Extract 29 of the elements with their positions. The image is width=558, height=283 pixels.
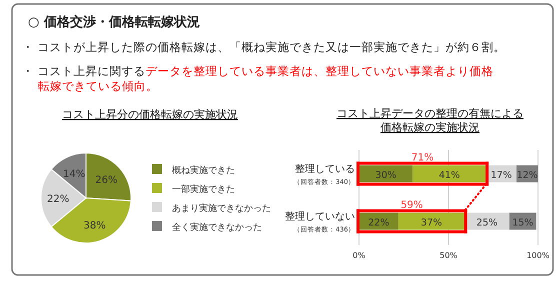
data-label: 38% — [84, 220, 106, 232]
data-label: 25% — [476, 217, 498, 228]
x-tick-label: 100% — [526, 251, 550, 260]
data-label: 26% — [95, 174, 118, 186]
legend-label: 全く実施できなかった — [172, 222, 262, 233]
text: ・ コスト上昇に関するデータを整理している事業者は、整理していない事業者より価格転嫁できている傾向。 — [22, 64, 494, 93]
data-label: 17% — [490, 170, 512, 181]
annotation: 71% — [411, 152, 434, 164]
legend-label: 一部実施できた — [172, 184, 235, 195]
annotation: 59% — [400, 200, 423, 211]
bar — [398, 212, 465, 230]
data-label: 30% — [375, 170, 396, 181]
data-label: 37% — [420, 217, 442, 228]
chart-subtitle: コスト上昇分の価格転嫁の実施状況 — [62, 108, 238, 121]
x-tick-label: 50% — [440, 251, 458, 260]
legend-label: 概ね実施できた — [172, 165, 235, 176]
legend-label: あまり実施できなかった — [172, 203, 271, 214]
data-label: 22% — [46, 194, 70, 205]
chart-title: ○ 価格交渉・価格転転嫁状況 — [28, 14, 200, 30]
x-tick-label: 0% — [352, 251, 366, 260]
data-label: 15% — [512, 217, 534, 228]
bar — [412, 165, 486, 182]
bar — [359, 165, 413, 182]
data-label: 12% — [516, 170, 538, 181]
data-label: 22% — [368, 217, 390, 228]
chart-title: コスト上昇データの整理の有無による価格転嫁の実施状況 — [336, 107, 524, 134]
text: ・ コストが上昇した際の価格転嫁は、「概ね実施できた又は一部実施できた」が約６割。 — [22, 40, 506, 54]
data-label: 41% — [438, 170, 460, 181]
data-label: 14% — [63, 168, 86, 180]
